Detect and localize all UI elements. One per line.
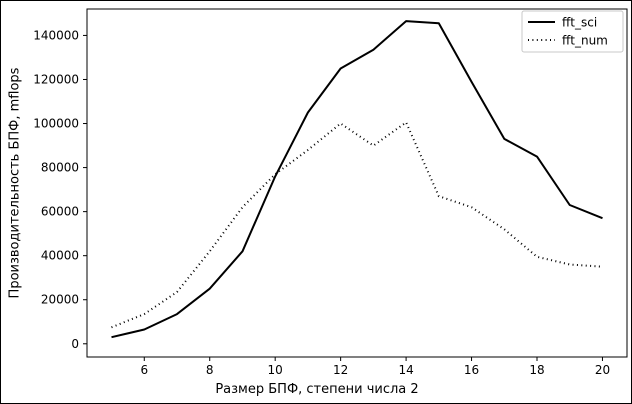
x-tick-label: 12 — [333, 363, 348, 377]
x-tick-label: 6 — [140, 363, 148, 377]
x-tick-label: 20 — [595, 363, 610, 377]
fft-sci-line — [111, 20, 603, 339]
plot-border — [86, 8, 628, 358]
x-tick-label: 10 — [268, 363, 283, 377]
y-tick-label: 0 — [71, 337, 79, 351]
legend-label-fft-sci: fft_sci — [562, 16, 597, 30]
x-tick-label: 14 — [398, 363, 413, 377]
x-tick-label: 18 — [529, 363, 544, 377]
x-tick-label: 16 — [464, 363, 479, 377]
x-tick-label: 8 — [206, 363, 214, 377]
y-tick-label: 120000 — [33, 72, 79, 86]
y-tick-label: 140000 — [33, 28, 79, 42]
y-axis-title: Производительность БПФ, mflops — [7, 67, 23, 299]
y-tick-label: 80000 — [41, 161, 79, 175]
y-tick-label: 20000 — [41, 293, 79, 307]
y-tick-label: 100000 — [33, 117, 79, 131]
legend-label-fft-num: fft_num — [562, 34, 608, 48]
x-axis-title: Размер БПФ, степени числа 2 — [215, 382, 419, 397]
y-tick-label: 60000 — [41, 205, 79, 219]
fft-num-line — [111, 121, 603, 329]
y-tick-label: 40000 — [41, 249, 79, 263]
